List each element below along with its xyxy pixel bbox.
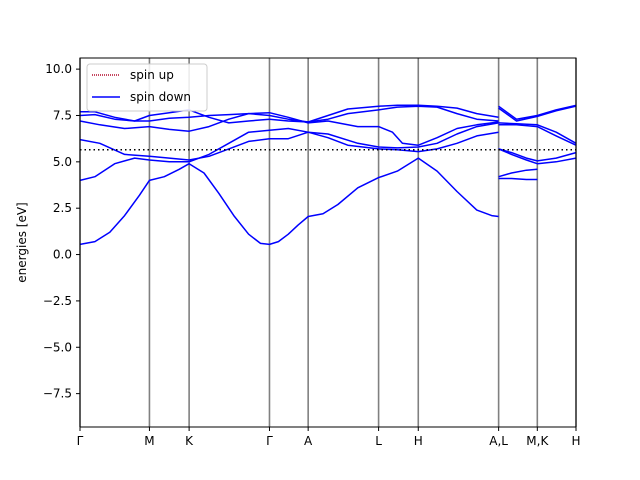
x-tick-label: H (414, 434, 423, 448)
y-tick-label: −2.5 (43, 294, 72, 308)
y-tick-label: 5.0 (53, 155, 72, 169)
bands (79, 104, 577, 246)
y-tick-label: −7.5 (43, 387, 72, 401)
x-tick-label: M (144, 434, 154, 448)
band-line (80, 104, 499, 124)
x-tick-label: K (185, 434, 194, 448)
y-ticks: −7.5 −5.0 −2.5 0.0 2.5 5.0 7.5 10.0 (43, 62, 80, 401)
band-line (498, 168, 538, 178)
x-ticks: Γ M K Γ A L H A,L M,K H (77, 427, 581, 448)
x-tick-label: A (304, 434, 313, 448)
band-line (498, 104, 577, 120)
x-tick-label: M,K (526, 434, 549, 448)
band-line (498, 148, 577, 165)
y-tick-label: 10.0 (45, 62, 72, 76)
x-tick-label: H (571, 434, 580, 448)
band-line (79, 122, 499, 161)
y-tick-label: −5.0 (43, 340, 72, 354)
y-axis-label: energies [eV] (15, 202, 29, 282)
band-line (79, 105, 499, 123)
x-tick-label: A,L (489, 434, 508, 448)
y-tick-label: 2.5 (53, 201, 72, 215)
band-line (498, 177, 538, 181)
x-tick-label: L (375, 434, 382, 448)
x-tick-label: Γ (266, 434, 273, 448)
band-line (498, 105, 577, 122)
y-tick-label: 7.5 (53, 108, 72, 122)
legend-label: spin up (130, 68, 174, 82)
band-line (498, 148, 577, 162)
legend: spin up spin down (86, 63, 208, 112)
band-line (79, 157, 499, 246)
y-tick-label: 0.0 (53, 248, 72, 262)
plot-frame (79, 57, 577, 428)
band-line (498, 122, 577, 144)
band-line (498, 124, 577, 146)
legend-label: spin down (130, 90, 191, 104)
x-tick-label: Γ (77, 434, 84, 448)
